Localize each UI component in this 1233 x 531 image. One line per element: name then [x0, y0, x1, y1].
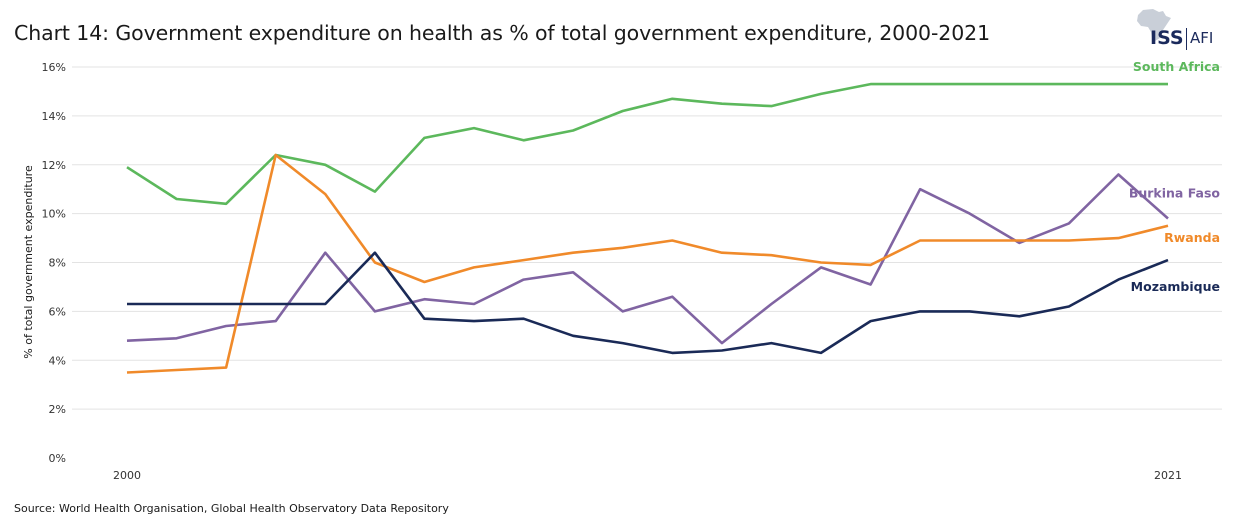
- y-tick-label: 14%: [42, 110, 66, 123]
- logo-afi-text: AFI: [1190, 29, 1214, 47]
- logo-iss-text: ISS: [1150, 27, 1184, 49]
- iss-afi-logo: ISS AFI: [1128, 8, 1223, 60]
- series-line-south-africa: [126, 82, 1168, 206]
- chart-title: Chart 14: Government expenditure on heal…: [14, 21, 991, 45]
- y-axis-label: % of total government expenditure: [22, 165, 35, 359]
- series-label-south-africa: South Africa: [1133, 59, 1220, 74]
- y-tick-label: 16%: [42, 61, 66, 74]
- y-tick-label: 8%: [49, 257, 66, 270]
- y-tick-label: 12%: [42, 159, 66, 172]
- series-label-burkina-faso: Burkina Faso: [1129, 186, 1221, 201]
- y-tick-label: 4%: [49, 354, 66, 367]
- x-axis-ticks: 2000 2021: [113, 469, 1182, 482]
- series-lines: [126, 82, 1169, 374]
- y-tick-label: 2%: [49, 403, 66, 416]
- africa-map-icon: [1137, 9, 1171, 41]
- x-tick-label: 2000: [113, 469, 141, 482]
- x-tick-label: 2021: [1154, 469, 1182, 482]
- y-tick-label: 0%: [49, 452, 66, 465]
- series-line-burkina-faso: [126, 173, 1169, 345]
- series-label-rwanda: Rwanda: [1164, 230, 1220, 245]
- line-chart: 0% 2% 4% 6% 8% 10% 12% 14% 16% 2000 2021 % of tot…: [22, 59, 1222, 482]
- series-label-mozambique: Mozambique: [1131, 279, 1220, 294]
- series-line-rwanda: [126, 153, 1169, 374]
- source-note: Source: World Health Organisation, Globa…: [14, 502, 449, 515]
- gridlines: [72, 66, 1222, 410]
- logo-divider: [1186, 28, 1187, 50]
- y-tick-label: 6%: [49, 305, 66, 318]
- series-line-mozambique: [127, 251, 1169, 355]
- series-labels: South Africa Burkina Faso Rwanda Mozambique: [1129, 59, 1221, 294]
- y-axis-ticks: 0% 2% 4% 6% 8% 10% 12% 14% 16%: [42, 61, 66, 465]
- y-tick-label: 10%: [42, 208, 66, 221]
